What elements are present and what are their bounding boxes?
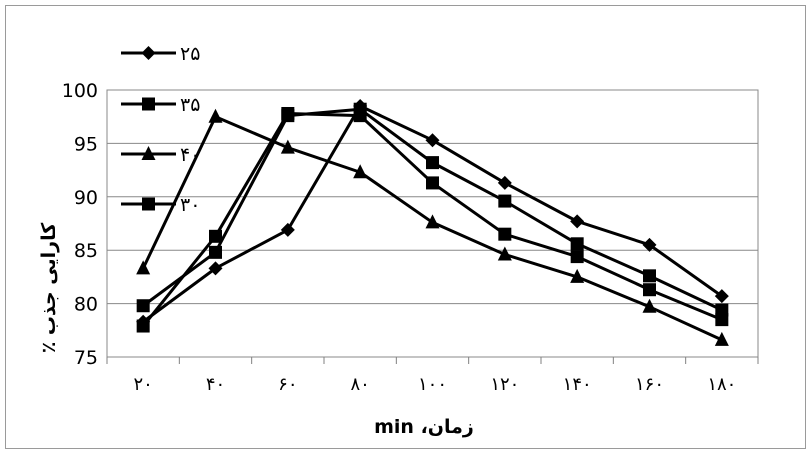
y-tick-label: 90 (74, 187, 98, 209)
x-axis-title: زمان، min (374, 416, 474, 438)
x-tick-label: ۲۰ (133, 374, 152, 395)
data-point (425, 133, 440, 148)
x-tick-label: ۱۰۰ (418, 374, 447, 395)
data-point (642, 298, 657, 313)
y-tick-label: 95 (74, 133, 98, 155)
legend-label: ۳۰ (180, 194, 200, 216)
legend-item: ۲۵ (121, 43, 200, 65)
legend-label: ۴۰ (180, 144, 200, 166)
y-tick-label: 100 (62, 80, 98, 102)
data-point (497, 175, 512, 190)
x-tick-label: ۴۰ (206, 374, 225, 395)
x-tick-label: ۱۲۰ (490, 374, 519, 395)
data-point (715, 303, 729, 317)
data-point (209, 229, 222, 243)
data-point (353, 164, 368, 179)
data-point (426, 176, 439, 190)
legend-item: ۳۰ (121, 194, 200, 216)
data-point (136, 299, 150, 313)
y-tick-label: 85 (74, 240, 98, 262)
data-point (570, 268, 585, 283)
data-point (498, 194, 512, 208)
data-point (570, 250, 584, 264)
data-point (353, 102, 367, 116)
legend-item: ۴۰ (121, 144, 200, 166)
x-tick-label: ۸۰ (350, 374, 369, 395)
legend-label: ۲۵ (180, 43, 200, 65)
x-tick-label: ۱۴۰ (563, 374, 592, 395)
data-point (570, 214, 585, 229)
data-point (498, 227, 512, 241)
data-point (281, 109, 295, 123)
x-tick-label: ۶۰ (278, 374, 297, 395)
y-tick-label: 75 (74, 347, 98, 369)
data-point (497, 246, 512, 261)
data-point (209, 245, 222, 259)
data-point (208, 108, 223, 123)
chart-border (5, 5, 806, 449)
y-tick-label: 80 (74, 294, 98, 316)
data-point (136, 319, 150, 333)
data-point (426, 156, 439, 170)
legend-marker (141, 146, 156, 160)
data-point (208, 261, 223, 276)
data-point (136, 260, 151, 275)
x-tick-label: ۱۸۰ (707, 374, 736, 395)
legend-label: ۳۵ (180, 94, 200, 116)
data-point (643, 283, 656, 297)
legend-marker (142, 197, 155, 211)
data-point (643, 269, 656, 283)
data-point (642, 237, 657, 252)
x-tick-label: ۱۶۰ (635, 374, 664, 395)
legend-marker (141, 46, 156, 60)
legend-item: ۳۵ (121, 94, 200, 116)
series-layer (136, 99, 729, 346)
data-point (714, 331, 729, 346)
data-point (280, 139, 295, 154)
legend: ۲۵ ۳۵ ۴۰ ۳۰ (121, 43, 200, 216)
axis-layer: 75 80 85 90 95 100 ۲۰ ۴۰ ۶۰ ۸۰ ۱۰۰ ۱۲۰ ۱۴۰ ۱۶۰ ۱۸۰ (62, 80, 759, 395)
data-point (425, 214, 440, 229)
data-point (280, 222, 295, 237)
data-point (570, 237, 584, 251)
y-axis-title: کارایی جذب ٪ (38, 222, 60, 354)
data-point (714, 289, 729, 304)
legend-marker (142, 97, 155, 111)
